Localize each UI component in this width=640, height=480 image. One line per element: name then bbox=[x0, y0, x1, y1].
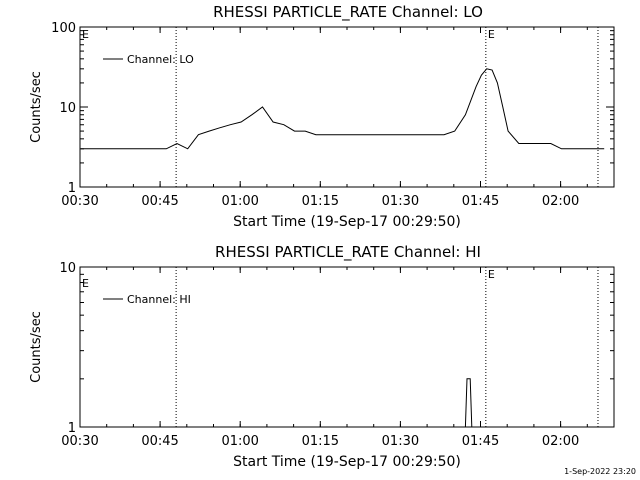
lo-corner-label: E bbox=[82, 28, 89, 41]
lo-event-label: E bbox=[488, 28, 495, 41]
hi-x-tick-label: 01:30 bbox=[382, 434, 419, 449]
footer-timestamp: 1-Sep-2022 23:20 bbox=[564, 467, 636, 476]
lo-x-ticks: 00:30 00:45 01:00 01:15 01:30 01:45 02:00 bbox=[61, 27, 615, 209]
lo-x-tick-label: 00:45 bbox=[141, 194, 178, 209]
hi-legend-label: Channel: HI bbox=[127, 293, 191, 306]
hi-y-tick-label: 1 bbox=[68, 421, 76, 436]
lo-chart-title: RHESSI PARTICLE_RATE Channel: LO bbox=[213, 3, 483, 22]
lo-x-tick-label: 01:30 bbox=[382, 194, 419, 209]
lo-x-tick-label: 00:30 bbox=[61, 194, 98, 209]
hi-channel-panel: RHESSI PARTICLE_RATE Channel: HI Counts/… bbox=[29, 243, 615, 470]
hi-y-axis-label: Counts/sec bbox=[29, 311, 44, 383]
hi-event-label: E bbox=[488, 268, 495, 281]
lo-legend: Channel: LO bbox=[103, 53, 194, 66]
hi-x-tick-label: 00:30 bbox=[61, 434, 98, 449]
lo-x-tick-label: 01:15 bbox=[302, 194, 339, 209]
hi-legend: Channel: HI bbox=[103, 293, 191, 306]
hi-x-tick-label: 02:00 bbox=[542, 434, 579, 449]
hi-x-tick-label: 01:00 bbox=[221, 434, 258, 449]
lo-channel-panel: RHESSI PARTICLE_RATE Channel: LO Counts/… bbox=[29, 3, 615, 230]
lo-plot-frame bbox=[79, 26, 615, 188]
hi-x-axis-label: Start Time (19-Sep-17 00:29:50) bbox=[233, 454, 461, 470]
lo-y-tick-label: 1 bbox=[68, 181, 76, 196]
lo-x-tick-label: 01:45 bbox=[462, 194, 499, 209]
lo-x-axis-label: Start Time (19-Sep-17 00:29:50) bbox=[233, 214, 461, 230]
lo-y-tick-label: 10 bbox=[59, 101, 76, 116]
hi-corner-label: E bbox=[82, 277, 89, 290]
hi-x-ticks: 00:30 00:45 01:00 01:15 01:30 01:45 02:00 bbox=[61, 267, 615, 449]
lo-series-group bbox=[80, 68, 605, 150]
lo-y-ticks: 1 10 100 bbox=[51, 21, 614, 196]
hi-x-tick-label: 01:45 bbox=[462, 434, 499, 449]
hi-y-ticks: 1 10 bbox=[59, 261, 614, 436]
hi-x-tick-label: 01:15 bbox=[302, 434, 339, 449]
lo-y-tick-label: 100 bbox=[51, 21, 76, 36]
hi-x-tick-label: 00:45 bbox=[141, 434, 178, 449]
hi-chart-title: RHESSI PARTICLE_RATE Channel: HI bbox=[215, 243, 481, 262]
hi-series-line bbox=[464, 378, 473, 428]
lo-event-lines: E bbox=[175, 27, 599, 187]
hi-event-lines: E bbox=[175, 267, 599, 427]
lo-x-tick-label: 01:00 bbox=[221, 194, 258, 209]
lo-y-axis-label: Counts/sec bbox=[29, 71, 44, 143]
hi-plot-frame bbox=[79, 266, 615, 428]
lo-x-tick-label: 02:00 bbox=[542, 194, 579, 209]
lo-legend-label: Channel: LO bbox=[127, 53, 194, 66]
hi-y-tick-label: 10 bbox=[59, 261, 76, 276]
lo-series-line bbox=[80, 68, 605, 150]
hi-series-group bbox=[464, 378, 473, 428]
